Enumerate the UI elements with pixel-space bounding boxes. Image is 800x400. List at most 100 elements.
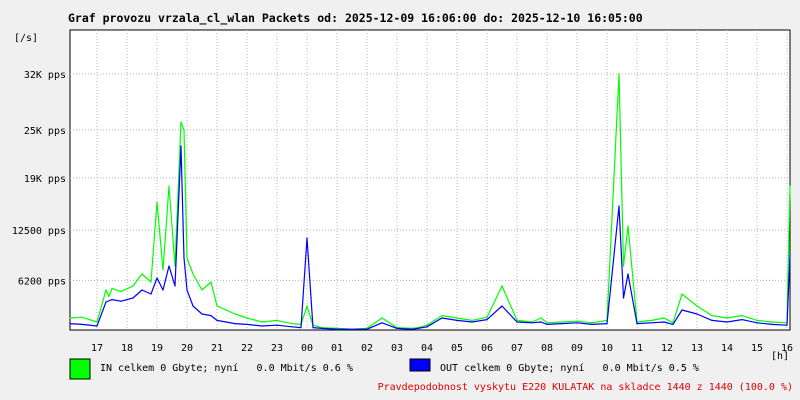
- x-tick-label-13: 06: [481, 343, 493, 354]
- point-in-44: [516, 319, 518, 321]
- point-out-17: [201, 313, 203, 315]
- x-tick-label-17: 10: [601, 343, 613, 354]
- point-out-18: [210, 315, 212, 317]
- x-tick-label-21: 14: [721, 343, 733, 354]
- x-tick-label-20: 13: [691, 343, 703, 354]
- point-out-10: [162, 289, 164, 291]
- point-out-28: [312, 327, 314, 329]
- x-tick-label-15: 08: [541, 343, 553, 354]
- point-in-21: [225, 309, 227, 311]
- x-axis-label: [h]: [771, 351, 789, 362]
- point-out-59: [696, 313, 698, 315]
- point-in-67: [789, 185, 791, 187]
- x-tick-label-1: 18: [121, 343, 133, 354]
- point-out-36: [417, 327, 419, 329]
- point-out-40: [471, 321, 473, 323]
- point-in-40: [456, 317, 458, 319]
- point-in-11: [162, 269, 164, 271]
- point-in-26: [291, 323, 293, 325]
- y-tick-label-3: 25K pps: [24, 126, 66, 137]
- point-in-43: [501, 285, 503, 287]
- x-tick-label-23: 16: [781, 343, 793, 354]
- point-out-41: [486, 319, 488, 321]
- y-tick-layer: 6200 pps 12500 pps 19K pps 25K pps 32K pps: [12, 70, 66, 287]
- point-in-60: [696, 305, 698, 307]
- point-out-3: [105, 301, 107, 303]
- point-in-54: [627, 225, 629, 227]
- point-in-56: [651, 319, 653, 321]
- point-out-27: [306, 237, 308, 239]
- point-out-32: [366, 328, 368, 330]
- point-out-38: [441, 317, 443, 319]
- point-in-64: [756, 319, 758, 321]
- point-in-8: [141, 273, 143, 275]
- point-out-6: [132, 297, 134, 299]
- point-in-3: [105, 289, 107, 291]
- point-out-54: [636, 323, 638, 325]
- point-in-1: [81, 316, 83, 318]
- point-out-14: [183, 257, 185, 259]
- point-in-47: [546, 322, 548, 324]
- point-out-19: [216, 319, 218, 321]
- x-tick-label-22: 15: [751, 343, 763, 354]
- point-out-65: [786, 324, 788, 326]
- legend-out-swatch: [409, 358, 431, 372]
- point-in-9: [150, 281, 152, 283]
- point-out-39: [456, 319, 458, 321]
- x-tick-label-18: 11: [631, 343, 643, 354]
- y-tick-label-2: 19K pps: [24, 174, 66, 185]
- point-in-38: [426, 324, 428, 326]
- x-tick-label-6: 23: [271, 343, 283, 354]
- point-out-24: [276, 324, 278, 326]
- x-tick-label-10: 03: [391, 343, 403, 354]
- y-tick-label-1: 12500 pps: [12, 226, 66, 237]
- point-in-34: [381, 317, 383, 319]
- point-in-65: [771, 321, 773, 323]
- point-in-53: [622, 265, 625, 267]
- point-out-5: [120, 300, 122, 302]
- legend-out-label: OUT celkem 0 Gbyte; nyní 0.0 Mbit/s 0.5 …: [440, 362, 699, 374]
- point-in-24: [261, 321, 263, 323]
- point-out-22: [246, 323, 248, 325]
- x-tick-label-4: 21: [211, 343, 223, 354]
- x-tick-label-7: 00: [301, 343, 313, 354]
- point-out-53: [627, 273, 629, 275]
- point-out-50: [606, 323, 608, 325]
- point-out-57: [672, 323, 674, 325]
- point-in-0: [69, 317, 71, 319]
- point-out-26: [300, 327, 302, 329]
- point-out-25: [291, 326, 293, 328]
- point-out-60: [711, 319, 713, 321]
- point-out-55: [651, 322, 653, 324]
- kulatak-note: Pravdepodobnost vyskytu E220 KULATAK na …: [378, 382, 793, 393]
- point-out-64: [771, 323, 773, 325]
- point-out-12: [174, 285, 176, 287]
- point-out-42: [501, 305, 503, 307]
- point-in-49: [576, 320, 578, 322]
- point-in-20: [216, 305, 218, 307]
- point-in-2: [96, 321, 98, 323]
- point-in-15: [183, 129, 185, 131]
- point-in-6: [120, 291, 122, 293]
- point-in-22: [234, 313, 236, 315]
- x-tick-label-16: 09: [571, 343, 583, 354]
- point-in-23: [246, 317, 248, 319]
- x-tick-label-12: 05: [451, 343, 463, 354]
- point-in-4: [108, 295, 110, 297]
- x-tick-label-19: 12: [661, 343, 673, 354]
- x-tick-label-2: 19: [151, 343, 163, 354]
- point-out-48: [576, 322, 578, 324]
- point-out-37: [426, 326, 428, 328]
- x-tick-label-3: 20: [181, 343, 193, 354]
- point-out-16: [192, 305, 194, 307]
- point-out-49: [591, 323, 593, 325]
- x-tick-label-8: 01: [331, 343, 343, 354]
- point-in-52: [618, 73, 620, 75]
- point-in-48: [561, 321, 563, 323]
- point-out-52: [622, 297, 625, 299]
- point-out-47: [561, 323, 563, 325]
- point-in-7: [132, 285, 134, 287]
- point-out-34: [396, 327, 398, 329]
- point-out-7: [141, 289, 143, 291]
